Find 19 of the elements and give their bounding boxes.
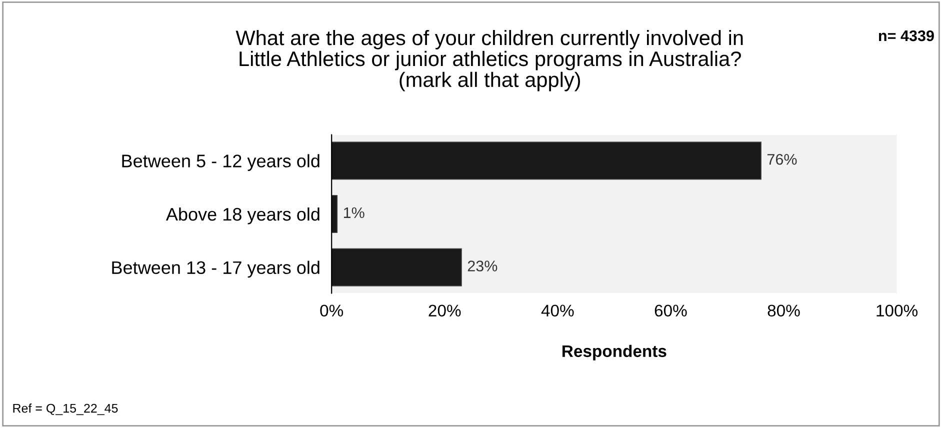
bar <box>332 248 462 286</box>
data-label: 76% <box>767 154 797 165</box>
bar <box>332 142 762 180</box>
data-label: 23% <box>468 260 498 272</box>
text: Ref = Q_15_22_45 <box>13 404 118 416</box>
y-tick-label: Between 13 - 17 years old <box>112 260 320 278</box>
y-tick-label: Between 5 - 12 years old <box>122 154 320 171</box>
x-tick-label: 40% <box>541 304 574 317</box>
x-tick-label: 0% <box>320 304 344 317</box>
x-tick-label: 20% <box>428 304 461 317</box>
text: n= 4339 <box>878 30 934 42</box>
bar <box>332 194 338 234</box>
x-tick-label: 80% <box>768 304 800 317</box>
x-tick-label: 100% <box>876 304 918 317</box>
x-axis-title: Respondents <box>562 344 666 360</box>
chart-title: What are the ages of your children currently involved in Little Athletics or junior athletics programs in Australia? (mark all that apply) <box>236 30 743 92</box>
y-tick-label: Above 18 years old <box>166 207 320 224</box>
x-tick-label: 60% <box>654 304 687 317</box>
data-label: 1% <box>344 207 364 218</box>
